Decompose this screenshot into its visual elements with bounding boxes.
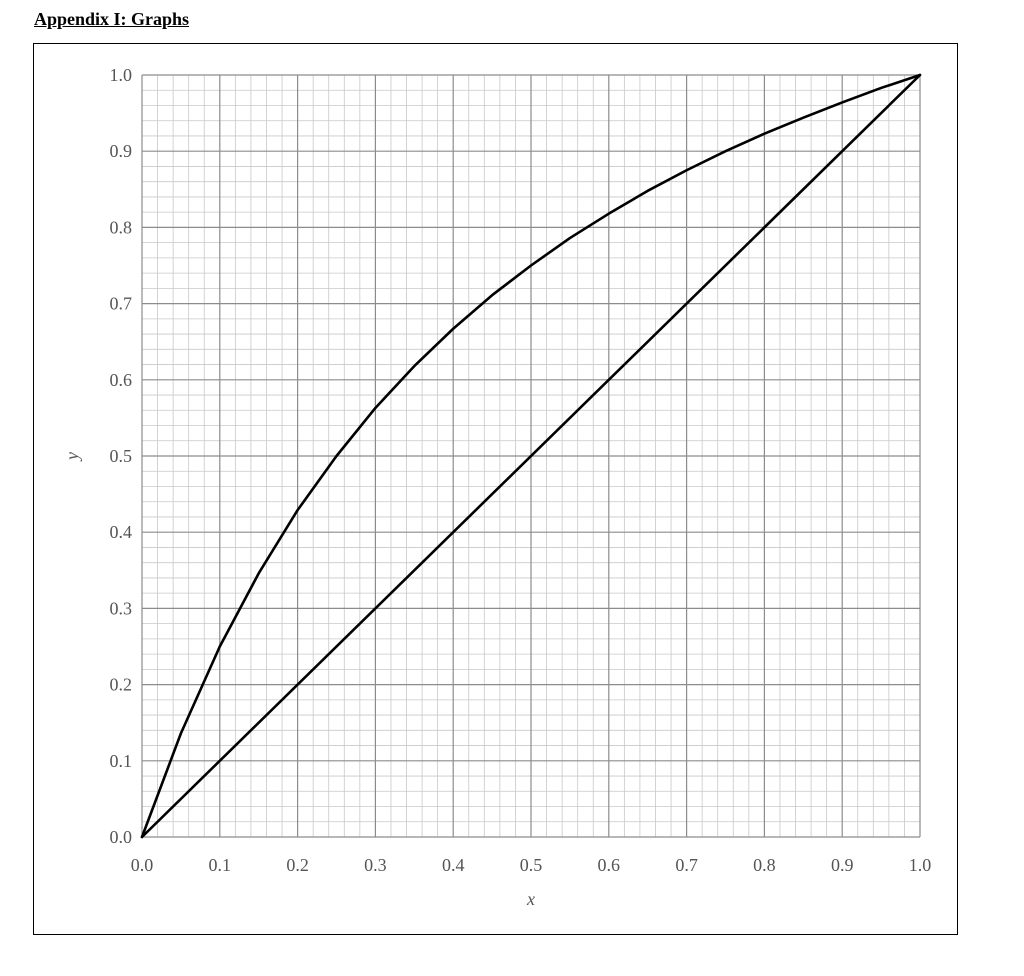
series-line-equilibrium-curve bbox=[140, 73, 922, 839]
x-tick-label: 0.8 bbox=[753, 855, 776, 875]
y-tick-label: 0.0 bbox=[110, 827, 133, 847]
x-tick-label: 0.5 bbox=[520, 855, 543, 875]
x-tick-label: 0.1 bbox=[209, 855, 232, 875]
y-tick-label: 0.4 bbox=[110, 522, 133, 542]
y-tick-label: 1.0 bbox=[110, 65, 133, 85]
y-tick-label: 0.1 bbox=[110, 751, 133, 771]
x-axis-label: x bbox=[526, 889, 535, 909]
x-tick-label: 0.2 bbox=[286, 855, 309, 875]
x-tick-label: 0.3 bbox=[364, 855, 387, 875]
major-gridlines bbox=[141, 74, 921, 838]
x-tick-label: 0.0 bbox=[131, 855, 154, 875]
series-line-diagonal-line bbox=[140, 73, 922, 839]
y-tick-label: 0.8 bbox=[110, 217, 133, 237]
x-tick-label: 0.9 bbox=[831, 855, 854, 875]
y-axis-label: y bbox=[62, 452, 82, 462]
x-tick-label: 0.4 bbox=[442, 855, 465, 875]
x-tick-label: 0.7 bbox=[675, 855, 698, 875]
y-tick-labels: 0.0 0.1 0.2 0.3 0.4 0.5 0.6 0.7 0.8 0.9 1.0 bbox=[110, 65, 133, 847]
page-heading: Appendix I: Graphs bbox=[34, 9, 190, 29]
y-tick-label: 0.6 bbox=[110, 370, 133, 390]
y-tick-label: 0.9 bbox=[110, 141, 133, 161]
y-tick-label: 0.5 bbox=[110, 446, 133, 466]
chart-frame bbox=[33, 43, 958, 935]
series-layer bbox=[140, 73, 922, 839]
x-tick-labels: 0.0 0.1 0.2 0.3 0.4 0.5 0.6 0.7 0.8 0.9 1.0 bbox=[131, 855, 932, 875]
y-tick-label: 0.3 bbox=[110, 598, 133, 618]
x-tick-label: 0.6 bbox=[598, 855, 621, 875]
y-tick-label: 0.7 bbox=[110, 294, 133, 314]
y-tick-label: 0.2 bbox=[110, 675, 133, 695]
x-tick-label: 1.0 bbox=[909, 855, 932, 875]
